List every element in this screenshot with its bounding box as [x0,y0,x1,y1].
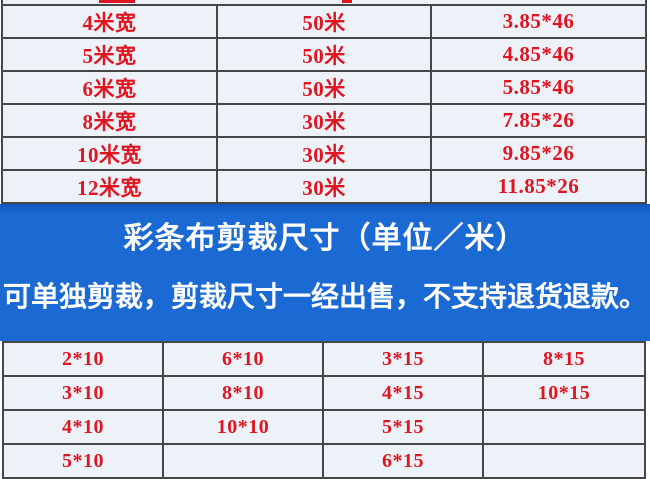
cut-size-cell: 10*10 [164,411,324,443]
cut-size-cell: 5*15 [324,411,484,443]
actual-size-cell: 11.85*26 [497,174,580,198]
cut-size-cell: 6*10 [164,343,324,375]
length-cell: 50米 [218,39,432,70]
width-cell: 5米宽 [3,39,218,70]
width-cell: 12米宽 [3,171,218,202]
cut-size-cell: 4*15 [324,377,484,409]
roll-size-table: 4米宽 50米 3.85*46 5米宽 50米 4.85*46 6米宽 50米 … [1,0,647,204]
length-cell: 30米 [218,138,432,169]
table-row: 4*10 10*10 5*15 [4,411,644,445]
cut-size-cell: 3*10 [4,377,164,409]
actual-size-cell: 7.85*26 [502,108,575,132]
cut-size-cell: 6*15 [324,445,484,477]
length-cell: 30米 [218,105,432,136]
width-cell: 8米宽 [3,105,218,136]
table-row: 8米宽 30米 7.85*26 [3,105,645,138]
length-cell: 30米 [218,171,432,202]
banner-title: 彩条布剪裁尺寸（单位／米） [123,222,527,255]
actual-size-cell: 4.85*46 [502,42,575,66]
table-row: 4米宽 50米 3.85*46 [3,6,645,39]
table-row: 3*10 8*10 4*15 10*15 [4,377,644,411]
cut-size-cell-empty [164,445,324,477]
table-row: 12米宽 30米 11.85*26 [3,171,645,204]
cut-size-banner: 彩条布剪裁尺寸（单位／米） 可单独剪裁，剪裁尺寸一经出售，不支持退货退款。 [0,204,650,341]
clipped-text-fragment [342,0,352,3]
table-row: 5米宽 50米 4.85*46 [3,39,645,72]
length-cell: 50米 [218,6,432,37]
table-row: 2*10 6*10 3*15 8*15 [4,343,644,377]
cut-size-cell: 3*15 [324,343,484,375]
width-cell: 4米宽 [3,6,218,37]
clipped-table-row [3,0,645,6]
cut-size-cell: 5*10 [4,445,164,477]
width-cell: 10米宽 [3,138,218,169]
cut-size-cell: 10*15 [537,381,591,404]
actual-size-cell: 9.85*26 [502,141,575,165]
length-cell: 50米 [218,72,432,103]
actual-size-cell: 5.85*46 [502,75,575,99]
cut-size-cell: 8*10 [164,377,324,409]
table-row: 10米宽 30米 9.85*26 [3,138,645,171]
banner-subtitle: 可单独剪裁，剪裁尺寸一经出售，不支持退货退款。 [2,281,647,312]
width-cell: 6米宽 [3,72,218,103]
cut-size-cell: 4*10 [4,411,164,443]
cut-size-cell-empty [484,445,644,477]
actual-size-cell: 3.85*46 [502,9,575,33]
cut-size-cell: 8*15 [543,347,585,370]
table-row: 6米宽 50米 5.85*46 [3,72,645,105]
table-row: 5*10 6*15 [4,445,644,479]
cut-size-cell-empty [484,411,644,443]
cut-size-cell: 2*10 [4,343,164,375]
clipped-text-fragment [99,0,135,3]
cut-size-table: 2*10 6*10 3*15 8*15 3*10 8*10 4*15 10*15… [2,341,646,479]
